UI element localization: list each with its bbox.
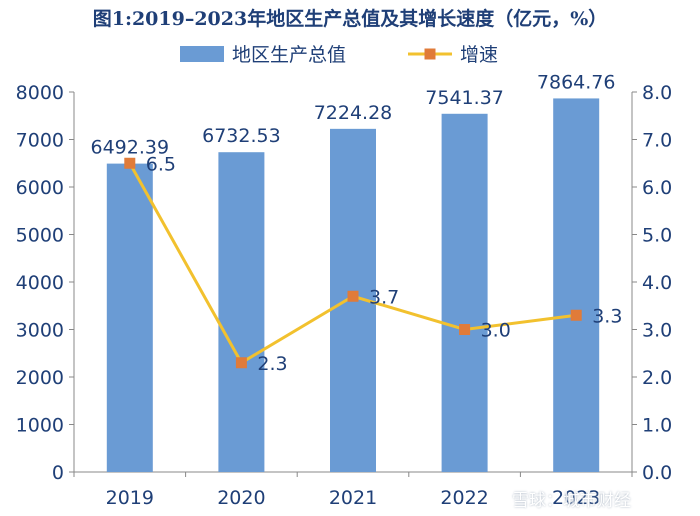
right-tick-label: 2.0: [642, 367, 672, 389]
left-tick-label: 8000: [16, 82, 64, 104]
growth-marker: [124, 157, 136, 169]
left-tick-label: 1000: [16, 415, 64, 437]
growth-data-label: 6.5: [146, 153, 176, 175]
right-tick-label: 7.0: [642, 130, 672, 152]
left-tick-label: 6000: [16, 177, 64, 199]
growth-marker: [235, 357, 247, 369]
right-tick-label: 0.0: [642, 462, 672, 484]
right-tick-label: 1.0: [642, 415, 672, 437]
legend-bar-swatch: [180, 46, 224, 62]
x-tick-label: 2021: [329, 487, 377, 509]
right-tick-label: 8.0: [642, 82, 672, 104]
left-tick-label: 4000: [16, 272, 64, 294]
x-tick-label: 2019: [106, 487, 154, 509]
bar: [218, 152, 265, 472]
x-tick-label: 2020: [217, 487, 265, 509]
bar: [553, 98, 600, 473]
legend-bar-label: 地区生产总值: [232, 44, 346, 66]
watermark: 雪球：城市财经: [512, 491, 631, 511]
bar: [441, 113, 488, 473]
left-tick-label: 3000: [16, 320, 64, 342]
chart-title: 图1:2019–2023年地区生产总值及其增长速度（亿元，%）: [92, 8, 608, 30]
growth-data-label: 3.0: [481, 320, 511, 342]
growth-marker: [347, 290, 359, 302]
x-tick-label: 2022: [440, 487, 488, 509]
left-tick-label: 5000: [16, 225, 64, 247]
x-tick-label: 2023: [552, 487, 600, 509]
bar-data-label: 7864.76: [537, 71, 616, 93]
growth-data-label: 3.3: [592, 305, 622, 327]
right-tick-label: 3.0: [642, 320, 672, 342]
legend-line-label: 增速: [460, 44, 498, 66]
right-tick-label: 6.0: [642, 177, 672, 199]
right-tick-label: 4.0: [642, 272, 672, 294]
bar-data-label: 7541.37: [425, 87, 504, 109]
left-tick-label: 2000: [16, 367, 64, 389]
legend-line-marker: [424, 48, 436, 60]
growth-data-label: 3.7: [369, 286, 399, 308]
growth-marker: [570, 309, 582, 321]
right-tick-label: 5.0: [642, 225, 672, 247]
left-tick-label: 0: [52, 462, 64, 484]
bar: [106, 163, 153, 472]
bar-data-label: 6492.39: [91, 137, 170, 159]
growth-data-label: 2.3: [257, 353, 287, 375]
left-tick-label: 7000: [16, 130, 64, 152]
bar-data-label: 6732.53: [202, 125, 281, 147]
growth-marker: [459, 324, 471, 335]
bar-data-label: 7224.28: [314, 102, 393, 124]
